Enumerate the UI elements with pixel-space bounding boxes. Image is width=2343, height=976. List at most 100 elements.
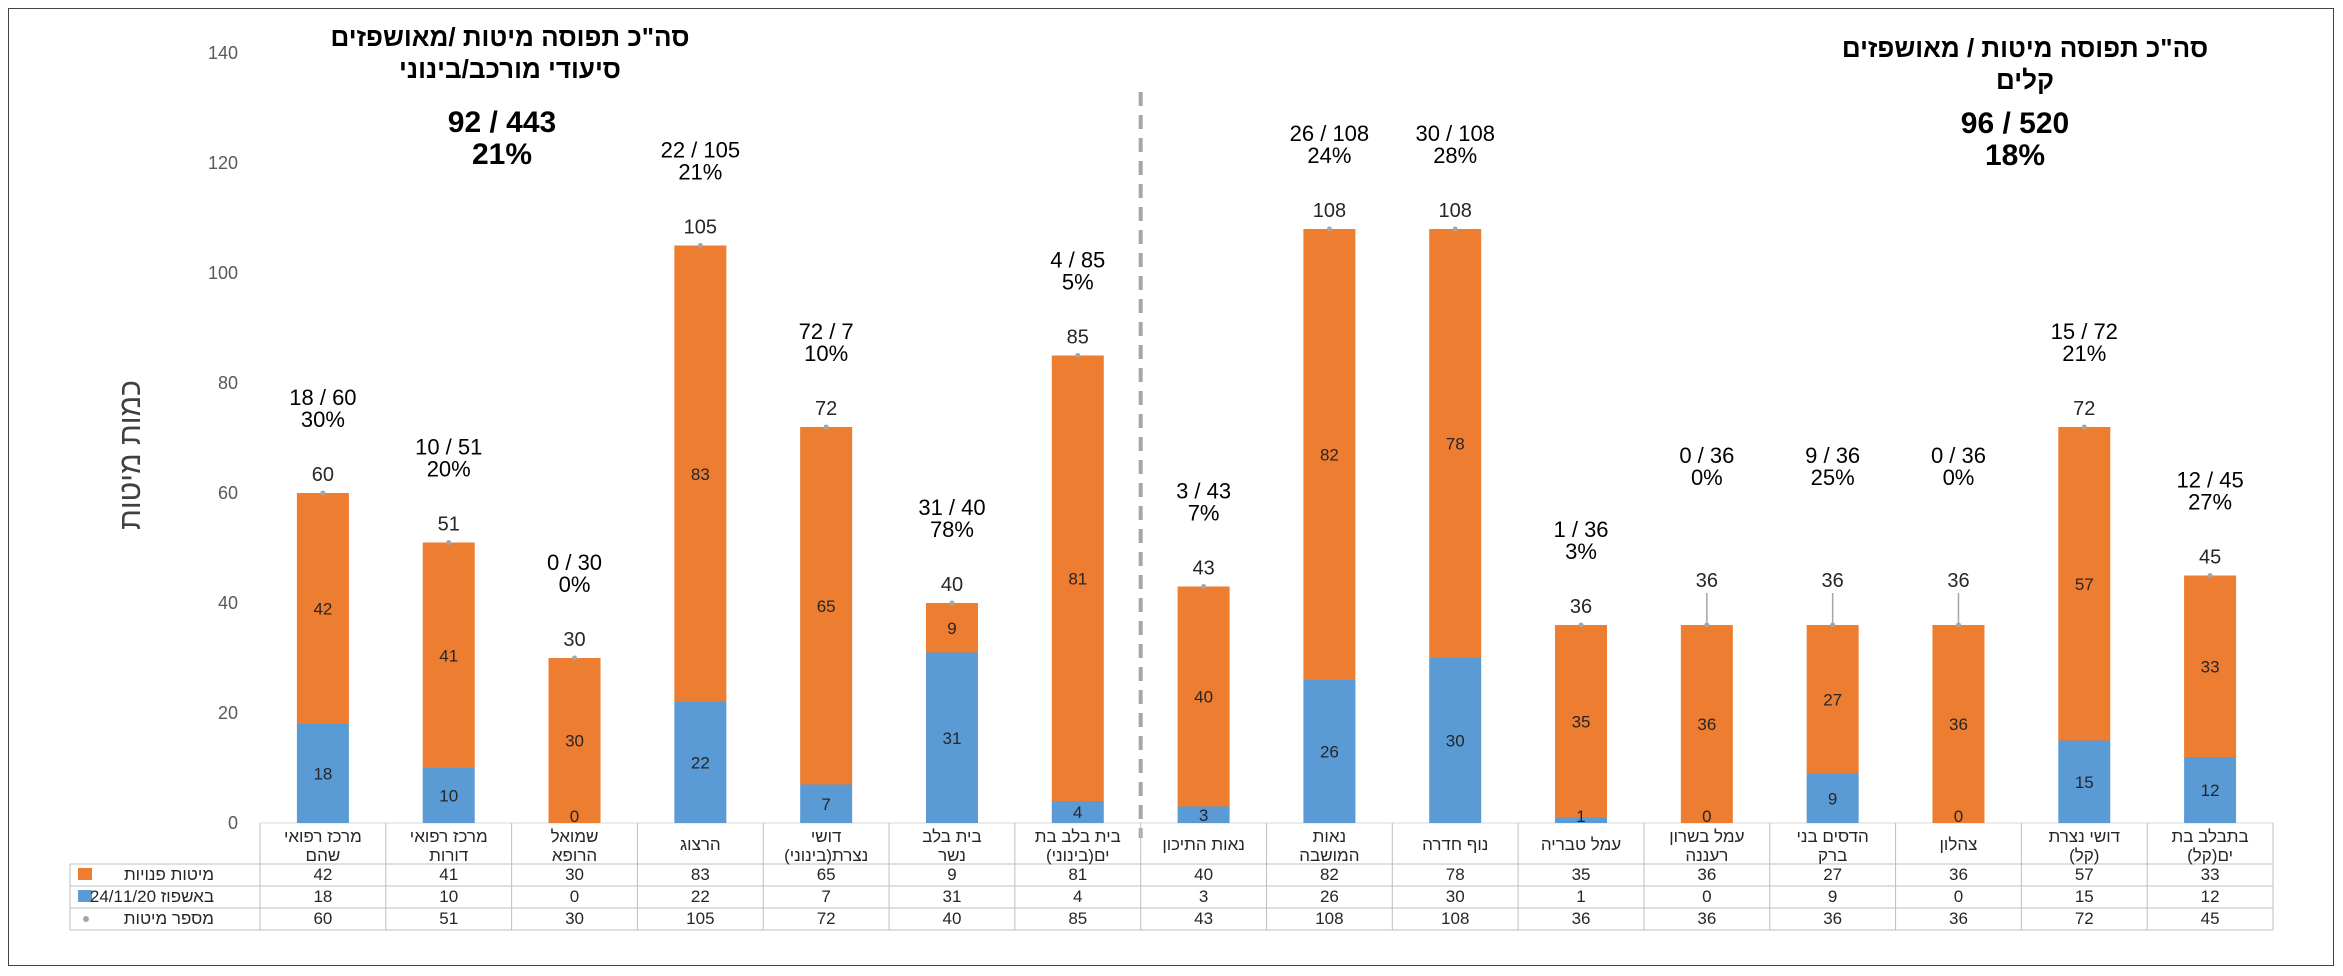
table-cell: 30 bbox=[1446, 887, 1465, 906]
total-marker bbox=[572, 655, 578, 661]
table-cell: 36 bbox=[1697, 865, 1716, 884]
bed-ratio-label: 9 / 36 bbox=[1805, 443, 1860, 468]
total-marker bbox=[2081, 424, 2087, 430]
y-tick-label: 20 bbox=[218, 703, 238, 723]
table-cell: 15 bbox=[2075, 887, 2094, 906]
table-cell: 36 bbox=[1949, 909, 1968, 928]
category-label: ים(בינוני) bbox=[1046, 846, 1110, 865]
occupancy-percent-label: 0% bbox=[1691, 465, 1723, 490]
category-label: בית בלב bbox=[922, 827, 981, 846]
category-label: מרכז רפואי bbox=[410, 827, 488, 846]
bar-hospitalized bbox=[925, 652, 978, 823]
category-label: הדסים בני bbox=[1796, 827, 1868, 846]
occupancy-percent-label: 21% bbox=[2062, 341, 2106, 366]
label-free-beds: 30 bbox=[565, 732, 584, 751]
table-cell: 1 bbox=[1576, 887, 1585, 906]
table-cell: 7 bbox=[821, 887, 830, 906]
category-label: הרופא bbox=[552, 846, 597, 865]
bar-free-beds bbox=[1051, 355, 1104, 801]
group-ratio-nursing: 92 / 443 bbox=[448, 106, 556, 139]
category-label: דורות bbox=[429, 846, 468, 865]
bed-ratio-label: 22 / 105 bbox=[661, 138, 741, 163]
category-label: המושבה bbox=[1299, 846, 1359, 865]
category-label: שהם bbox=[306, 846, 341, 865]
table-cell: 41 bbox=[439, 865, 458, 884]
label-total: 40 bbox=[941, 574, 963, 596]
label-free-beds: 27 bbox=[1823, 690, 1842, 709]
bed-ratio-label: 30 / 108 bbox=[1415, 121, 1495, 146]
label-free-beds: 35 bbox=[1572, 712, 1591, 731]
label-total: 108 bbox=[1313, 200, 1346, 222]
bed-ratio-label: 1 / 36 bbox=[1554, 517, 1609, 542]
label-total: 51 bbox=[438, 514, 460, 536]
table-cell: 72 bbox=[817, 909, 836, 928]
table-cell: 27 bbox=[1823, 865, 1842, 884]
category-label: בית בלב בת bbox=[1035, 827, 1121, 846]
bar-hospitalized bbox=[1555, 817, 1608, 823]
occupancy-percent-label: 25% bbox=[1811, 465, 1855, 490]
bed-ratio-label: 10 / 51 bbox=[415, 435, 482, 460]
category-label: ים(קל) bbox=[2187, 846, 2233, 865]
bed-ratio-label: 15 / 72 bbox=[2051, 319, 2118, 344]
table-cell: 9 bbox=[1828, 887, 1837, 906]
occupancy-percent-label: 0% bbox=[1943, 465, 1975, 490]
table-cell: 78 bbox=[1446, 865, 1465, 884]
chart-frame bbox=[8, 8, 2334, 966]
category-label: דושי נצרת bbox=[2048, 827, 2120, 846]
bar-hospitalized bbox=[1806, 773, 1859, 823]
bar-free-beds bbox=[548, 658, 601, 823]
bar-free-beds bbox=[1303, 229, 1356, 680]
table-cell: 30 bbox=[565, 909, 584, 928]
category-label: רעננה bbox=[1685, 846, 1728, 865]
table-cell: 81 bbox=[1068, 865, 1087, 884]
y-axis-title: כמות מיטות bbox=[114, 380, 147, 530]
table-cell: 0 bbox=[1954, 887, 1963, 906]
y-tick-label: 120 bbox=[208, 153, 238, 173]
label-total: 43 bbox=[1192, 558, 1214, 580]
bar-hospitalized bbox=[1051, 801, 1104, 823]
category-label: עמל טבריה bbox=[1541, 835, 1621, 854]
label-total: 30 bbox=[563, 629, 585, 651]
bar-hospitalized bbox=[422, 768, 475, 823]
table-cell: 42 bbox=[313, 865, 332, 884]
bar-free-beds bbox=[1932, 625, 1985, 823]
label-total: 85 bbox=[1067, 327, 1089, 349]
category-label: בתבלב בת bbox=[2171, 827, 2248, 846]
table-cell: 12 bbox=[2201, 887, 2220, 906]
label-free-beds: 41 bbox=[439, 646, 458, 665]
table-cell: 18 bbox=[313, 887, 332, 906]
total-marker bbox=[1578, 622, 1584, 628]
bar-free-beds bbox=[800, 427, 853, 785]
legend-key-total-beds bbox=[83, 916, 89, 922]
category-label: עמל בשרון bbox=[1669, 827, 1744, 846]
group-subtitle-light: קלים bbox=[1996, 65, 2054, 95]
label-free-beds: 42 bbox=[313, 600, 332, 619]
table-cell: 26 bbox=[1320, 887, 1339, 906]
total-marker bbox=[823, 424, 829, 430]
category-label: מרכז רפואי bbox=[284, 827, 362, 846]
bar-free-beds bbox=[1680, 625, 1733, 823]
category-label: נוף חדרה bbox=[1422, 835, 1488, 854]
bed-ratio-label: 4 / 85 bbox=[1050, 248, 1105, 273]
occupancy-percent-label: 21% bbox=[678, 160, 722, 185]
bed-ratio-label: 0 / 36 bbox=[1931, 443, 1986, 468]
category-label: נאות bbox=[1313, 827, 1346, 846]
label-total: 45 bbox=[2199, 547, 2221, 569]
bar-free-beds bbox=[1177, 586, 1230, 807]
group-ratio-light: 96 / 520 bbox=[1961, 107, 2069, 140]
label-hospitalized: 30 bbox=[1446, 732, 1465, 751]
category-label: דושי bbox=[811, 827, 842, 846]
group-percent-nursing: 21% bbox=[472, 138, 532, 171]
category-label: נצרת(בינוני) bbox=[784, 846, 868, 865]
group-title-nursing: סה"כ תפוסה מיטות /מאושפזים bbox=[330, 22, 689, 52]
table-cell: 36 bbox=[1823, 909, 1842, 928]
category-label: צהלון bbox=[1940, 835, 1978, 854]
table-row-label: באשפוז 24/11/20 bbox=[90, 887, 214, 906]
bed-ratio-label: 12 / 45 bbox=[2176, 468, 2243, 493]
table-cell: 45 bbox=[2201, 909, 2220, 928]
occupancy-percent-label: 5% bbox=[1062, 270, 1094, 295]
y-tick-label: 140 bbox=[208, 43, 238, 63]
table-cell: 108 bbox=[1315, 909, 1343, 928]
bar-free-beds bbox=[1429, 229, 1482, 658]
